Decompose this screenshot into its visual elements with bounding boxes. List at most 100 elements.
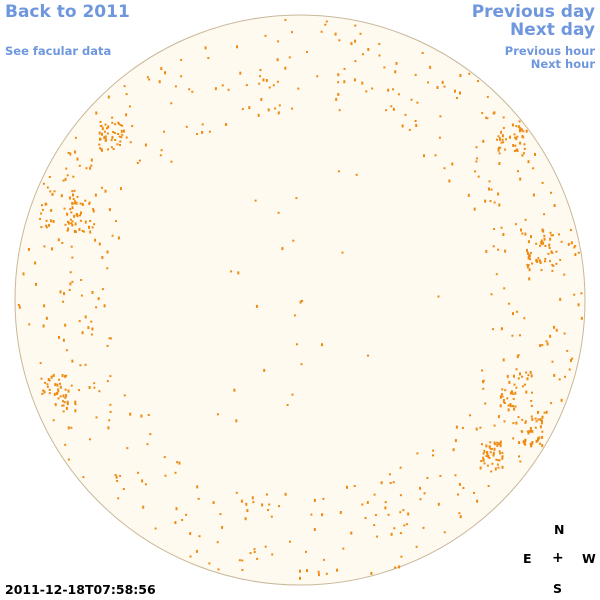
- facula-dot: [437, 502, 440, 506]
- facula-dot: [27, 247, 30, 251]
- facula-dot: [373, 524, 376, 527]
- facula-dot: [58, 335, 60, 339]
- facula-dot: [65, 406, 68, 410]
- facula-dot: [535, 242, 538, 245]
- facula-dot: [492, 451, 495, 455]
- facula-dot: [505, 138, 507, 141]
- facula-dot: [403, 524, 406, 527]
- facula-dot: [529, 370, 532, 374]
- facula-dot: [570, 359, 572, 362]
- facula-dot: [119, 474, 122, 477]
- facula-dot: [515, 368, 518, 371]
- next-day-link[interactable]: Next day: [510, 20, 595, 40]
- facula-dot: [573, 246, 576, 249]
- facula-dot: [43, 304, 46, 308]
- facula-dot: [59, 382, 61, 385]
- facula-dot: [438, 136, 441, 139]
- facula-dot: [397, 93, 400, 96]
- facula-dot: [492, 245, 495, 248]
- facula-dot: [207, 57, 210, 59]
- facula-dot: [524, 439, 527, 443]
- facula-dot: [297, 87, 300, 90]
- facula-dot: [553, 325, 555, 329]
- facula-dot: [517, 416, 520, 419]
- facula-dot: [541, 430, 544, 433]
- facula-dot: [144, 483, 147, 486]
- see-facular-data-link[interactable]: See facular data: [5, 44, 112, 58]
- facula-dot: [321, 513, 324, 517]
- facula-dot: [272, 84, 275, 87]
- facula-dot: [125, 93, 128, 96]
- facula-dot: [54, 403, 57, 407]
- facula-dot: [529, 258, 532, 261]
- facula-dot: [364, 517, 367, 519]
- facula-dot: [541, 419, 543, 423]
- facula-dot: [164, 71, 166, 75]
- facula-dot: [93, 223, 96, 226]
- facula-dot: [354, 60, 357, 63]
- facula-dot: [91, 226, 94, 229]
- facula-dot: [62, 404, 65, 407]
- facula-dot: [70, 211, 73, 214]
- facula-dot: [55, 392, 58, 396]
- facula-dot: [522, 385, 524, 388]
- facula-dot: [138, 159, 141, 162]
- facula-dot: [525, 129, 528, 133]
- facula-dot: [454, 474, 457, 477]
- facula-dot: [498, 203, 501, 207]
- facula-dot: [526, 251, 529, 255]
- facula-dot: [499, 442, 502, 446]
- facula-dot: [122, 488, 125, 490]
- facula-dot: [92, 208, 95, 211]
- facula-dot: [521, 135, 524, 138]
- facula-dot: [482, 452, 485, 455]
- facula-dot: [482, 456, 485, 460]
- facula-dot: [536, 259, 539, 263]
- facula-dot: [473, 491, 475, 494]
- facula-dot: [534, 152, 536, 156]
- facula-dot: [63, 292, 65, 296]
- facula-dot: [119, 140, 122, 143]
- observation-timestamp: 2011-12-18T07:58:56: [5, 582, 156, 597]
- facula-dot: [529, 426, 532, 430]
- facula-dot: [380, 481, 383, 485]
- facula-dot: [146, 443, 149, 446]
- facula-dot: [52, 419, 55, 422]
- previous-day-link[interactable]: Previous day: [471, 2, 595, 22]
- facula-dot: [88, 202, 91, 205]
- facula-dot: [502, 141, 505, 144]
- facula-dot: [547, 252, 550, 255]
- previous-hour-link[interactable]: Previous hour: [504, 44, 595, 58]
- facula-dot: [566, 349, 569, 352]
- next-hour-link[interactable]: Next hour: [530, 57, 595, 71]
- facula-dot: [63, 401, 66, 404]
- facula-dot: [514, 144, 517, 147]
- facula-dot: [343, 67, 346, 70]
- facula-dot: [537, 439, 539, 442]
- facula-dot: [53, 392, 56, 396]
- facula-dot: [73, 202, 76, 205]
- facula-dot: [361, 503, 364, 506]
- facula-dot: [493, 447, 496, 451]
- facula-dot: [338, 39, 341, 42]
- facula-dot: [123, 129, 125, 133]
- back-to-year-link[interactable]: Back to 2011: [5, 2, 130, 22]
- facula-dot: [35, 282, 37, 286]
- facula-dot: [316, 75, 319, 78]
- facula-dot: [503, 287, 506, 290]
- facula-dot: [270, 515, 273, 518]
- facula-dot: [474, 170, 477, 173]
- facula-dot: [496, 441, 499, 444]
- facula-dot: [67, 389, 70, 393]
- facula-dot: [515, 149, 518, 151]
- facula-dot: [519, 460, 522, 463]
- facula-dot: [501, 465, 504, 469]
- facula-dot: [543, 411, 546, 414]
- facula-dot: [527, 264, 530, 267]
- facula-dot: [367, 48, 370, 51]
- facula-dot: [484, 402, 487, 405]
- facula-dot: [106, 250, 109, 254]
- facula-dot: [498, 450, 501, 453]
- facula-dot: [499, 440, 502, 443]
- facula-dot: [519, 334, 521, 337]
